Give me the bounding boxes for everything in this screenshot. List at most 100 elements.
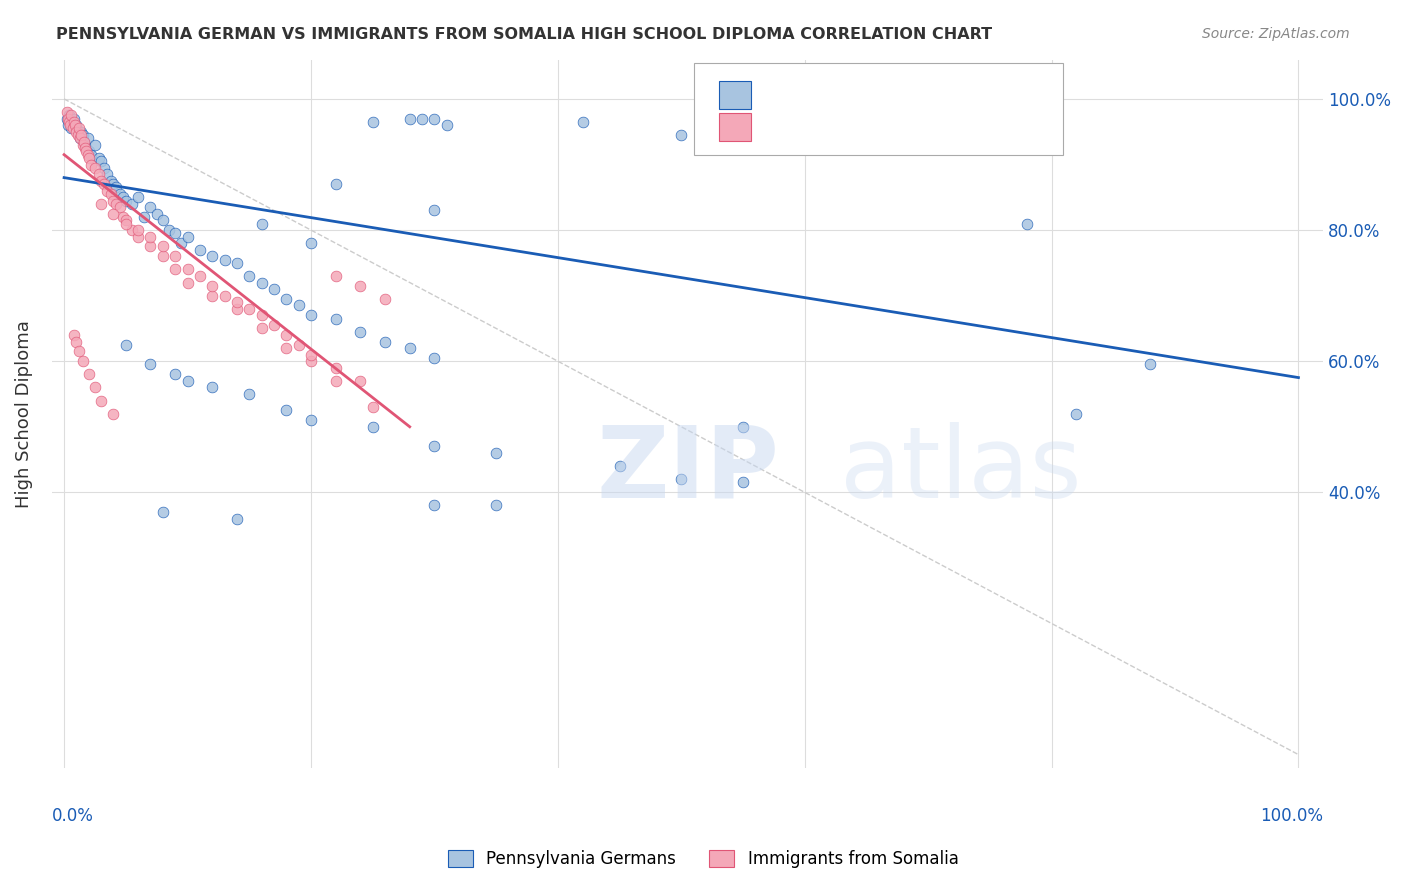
Immigrants from Somalia — [65, 125, 87, 139]
Pennsylvania Germans — [112, 190, 135, 204]
Immigrants from Somalia — [121, 223, 143, 237]
Pennsylvania Germans — [238, 268, 260, 283]
Pennsylvania Germans — [609, 459, 631, 474]
Immigrants from Somalia — [299, 348, 322, 362]
Pennsylvania Germans — [818, 121, 841, 136]
Pennsylvania Germans — [671, 128, 693, 142]
Immigrants from Somalia — [139, 229, 162, 244]
Immigrants from Somalia — [59, 118, 82, 132]
FancyBboxPatch shape — [720, 112, 751, 141]
Immigrants from Somalia — [75, 145, 97, 159]
Text: R = -0.290   N = 76: R = -0.290 N = 76 — [725, 82, 889, 101]
Text: Source: ZipAtlas.com: Source: ZipAtlas.com — [1202, 27, 1350, 41]
Pennsylvania Germans — [299, 236, 322, 251]
Pennsylvania Germans — [671, 472, 693, 486]
Immigrants from Somalia — [108, 200, 131, 214]
Pennsylvania Germans — [214, 252, 236, 267]
Pennsylvania Germans — [90, 154, 112, 169]
Text: ZIP: ZIP — [596, 422, 779, 519]
Immigrants from Somalia — [67, 121, 90, 136]
Immigrants from Somalia — [225, 295, 247, 310]
Pennsylvania Germans — [201, 380, 224, 394]
Immigrants from Somalia — [103, 207, 125, 221]
Immigrants from Somalia — [70, 128, 93, 142]
Pennsylvania Germans — [423, 112, 446, 126]
Immigrants from Somalia — [276, 328, 298, 343]
Pennsylvania Germans — [114, 338, 136, 352]
Pennsylvania Germans — [73, 135, 96, 149]
Pennsylvania Germans — [70, 125, 93, 139]
Immigrants from Somalia — [76, 147, 98, 161]
Immigrants from Somalia — [56, 112, 79, 126]
Immigrants from Somalia — [93, 177, 115, 191]
Immigrants from Somalia — [55, 105, 77, 120]
Immigrants from Somalia — [65, 334, 87, 349]
Pennsylvania Germans — [152, 213, 174, 227]
Pennsylvania Germans — [145, 207, 167, 221]
Immigrants from Somalia — [77, 151, 100, 165]
Pennsylvania Germans — [176, 374, 198, 388]
Text: R = -0.588   N = 75: R = -0.588 N = 75 — [725, 118, 889, 136]
Immigrants from Somalia — [127, 229, 149, 244]
Immigrants from Somalia — [72, 354, 94, 368]
FancyBboxPatch shape — [720, 81, 751, 109]
Immigrants from Somalia — [63, 328, 86, 343]
Pennsylvania Germans — [361, 115, 384, 129]
Pennsylvania Germans — [69, 131, 91, 145]
Pennsylvania Germans — [374, 334, 396, 349]
Immigrants from Somalia — [77, 368, 100, 382]
Immigrants from Somalia — [114, 213, 136, 227]
Immigrants from Somalia — [104, 197, 127, 211]
Immigrants from Somalia — [90, 197, 112, 211]
Immigrants from Somalia — [84, 161, 107, 175]
Pennsylvania Germans — [485, 499, 508, 513]
Pennsylvania Germans — [121, 197, 143, 211]
Immigrants from Somalia — [73, 135, 96, 149]
Immigrants from Somalia — [62, 121, 84, 136]
Text: PENNSYLVANIA GERMAN VS IMMIGRANTS FROM SOMALIA HIGH SCHOOL DIPLOMA CORRELATION C: PENNSYLVANIA GERMAN VS IMMIGRANTS FROM S… — [56, 27, 993, 42]
Pennsylvania Germans — [398, 341, 420, 355]
Pennsylvania Germans — [93, 161, 115, 175]
Pennsylvania Germans — [76, 131, 98, 145]
Immigrants from Somalia — [127, 223, 149, 237]
Pennsylvania Germans — [571, 115, 593, 129]
Pennsylvania Germans — [287, 298, 309, 312]
Pennsylvania Germans — [276, 403, 298, 417]
Immigrants from Somalia — [66, 128, 89, 142]
Pennsylvania Germans — [250, 217, 273, 231]
Immigrants from Somalia — [276, 341, 298, 355]
Pennsylvania Germans — [176, 229, 198, 244]
Pennsylvania Germans — [398, 112, 420, 126]
Pennsylvania Germans — [485, 446, 508, 460]
Immigrants from Somalia — [361, 400, 384, 414]
Immigrants from Somalia — [201, 288, 224, 302]
Pennsylvania Germans — [58, 108, 80, 122]
Pennsylvania Germans — [139, 200, 162, 214]
Immigrants from Somalia — [263, 318, 285, 333]
Pennsylvania Germans — [276, 292, 298, 306]
Pennsylvania Germans — [66, 125, 89, 139]
Pennsylvania Germans — [436, 118, 458, 132]
Pennsylvania Germans — [139, 358, 162, 372]
Pennsylvania Germans — [325, 177, 347, 191]
Pennsylvania Germans — [77, 145, 100, 159]
Immigrants from Somalia — [201, 278, 224, 293]
Pennsylvania Germans — [63, 112, 86, 126]
Pennsylvania Germans — [72, 128, 94, 142]
Pennsylvania Germans — [731, 475, 754, 490]
Pennsylvania Germans — [225, 511, 247, 525]
Pennsylvania Germans — [423, 351, 446, 365]
Pennsylvania Germans — [1064, 407, 1087, 421]
Pennsylvania Germans — [170, 236, 193, 251]
Pennsylvania Germans — [62, 118, 84, 132]
Pennsylvania Germans — [263, 282, 285, 296]
Text: 0.0%: 0.0% — [52, 806, 94, 824]
Pennsylvania Germans — [250, 276, 273, 290]
Immigrants from Somalia — [72, 137, 94, 152]
Pennsylvania Germans — [188, 243, 211, 257]
Immigrants from Somalia — [176, 262, 198, 277]
Immigrants from Somalia — [69, 131, 91, 145]
Immigrants from Somalia — [250, 321, 273, 335]
Pennsylvania Germans — [65, 118, 87, 132]
Pennsylvania Germans — [100, 174, 122, 188]
